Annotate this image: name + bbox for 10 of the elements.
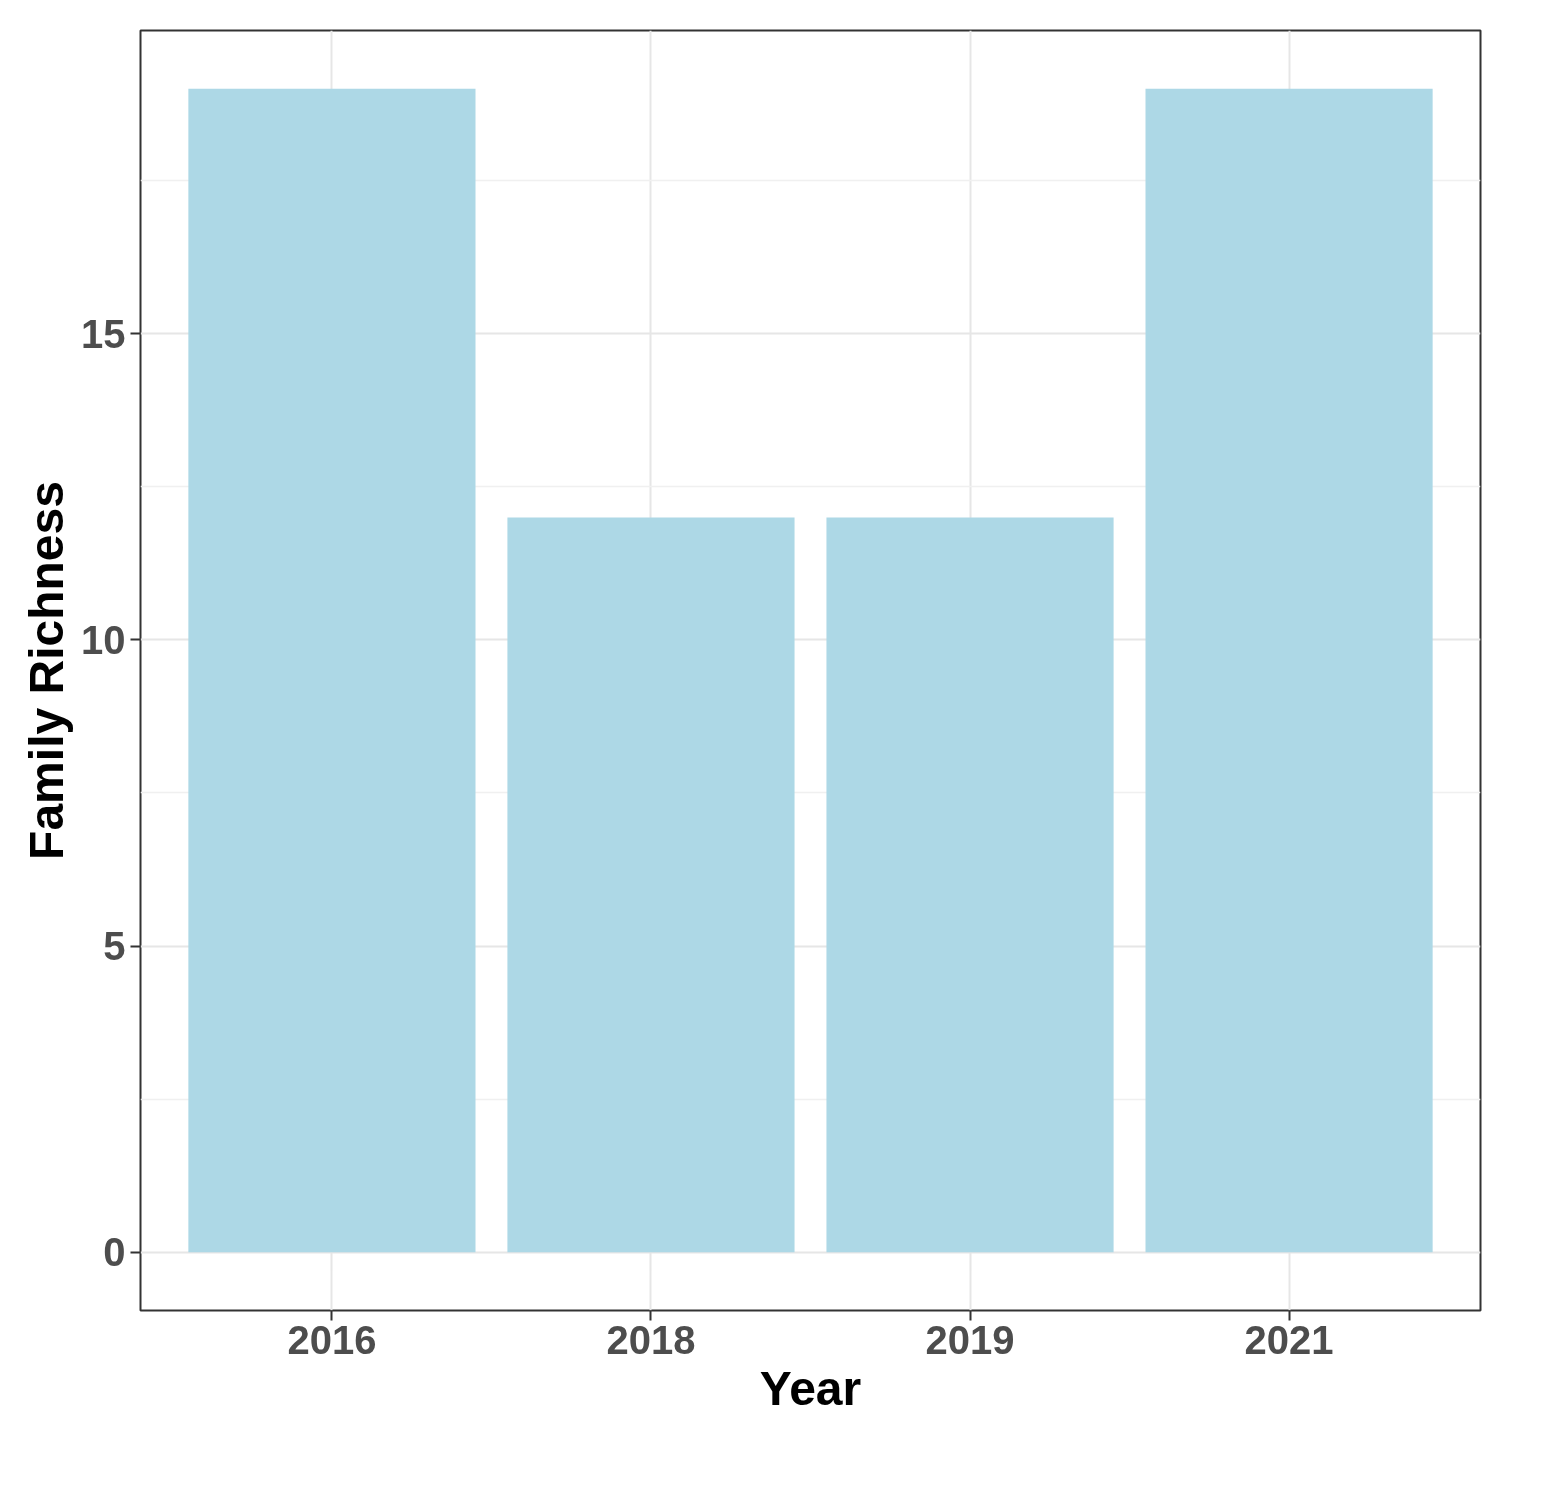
y-tick-label: 5 [103,924,126,969]
x-tick-label: 2019 [925,1317,1015,1362]
x-tick-label: 2016 [287,1317,377,1362]
y-tick-label: 10 [81,617,126,662]
y-axis-title: Family Richness [20,481,74,860]
x-tick-label: 2021 [1244,1317,1334,1362]
y-tick-label: 0 [103,1230,126,1275]
x-tick-label: 2018 [606,1317,696,1362]
y-tick-label: 15 [81,311,126,356]
x-axis-title: Year [759,1361,862,1415]
